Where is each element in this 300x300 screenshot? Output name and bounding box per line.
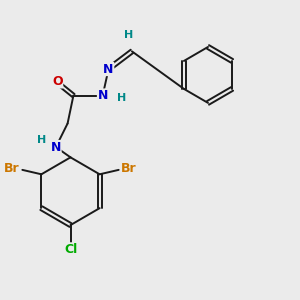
Text: H: H <box>37 135 46 145</box>
Text: O: O <box>52 75 63 88</box>
Text: N: N <box>103 62 114 76</box>
Text: Br: Br <box>4 162 20 175</box>
Text: Br: Br <box>121 162 137 175</box>
Text: N: N <box>98 89 108 102</box>
Text: N: N <box>51 141 61 154</box>
Text: H: H <box>124 30 134 40</box>
Text: Cl: Cl <box>64 243 77 256</box>
Text: H: H <box>117 94 126 103</box>
